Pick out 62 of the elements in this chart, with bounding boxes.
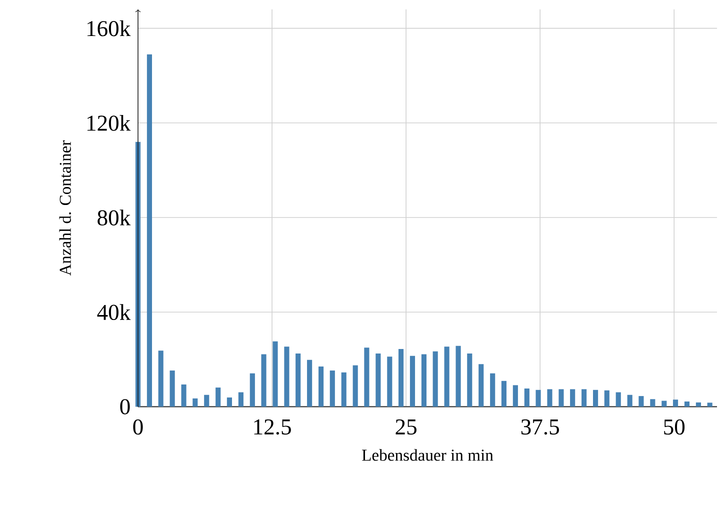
bar (272, 341, 278, 407)
bar (158, 350, 164, 407)
bar (250, 373, 255, 407)
bar (582, 389, 587, 407)
bar (341, 372, 346, 407)
bar (296, 353, 301, 407)
bar (192, 398, 198, 407)
x-tick-label: 0 (133, 419, 143, 435)
bar (387, 356, 392, 407)
bar (672, 400, 678, 407)
bar (444, 346, 450, 407)
bar (604, 390, 610, 407)
y-tick-label: 40k (97, 304, 131, 320)
bar (181, 384, 186, 407)
bar (707, 402, 712, 407)
bar (307, 360, 312, 407)
bar (592, 390, 598, 407)
bar (238, 392, 244, 407)
bar (696, 402, 701, 407)
bar (204, 394, 210, 407)
bar (524, 388, 530, 407)
x-tick-label: 25 (396, 419, 416, 435)
bar (570, 389, 576, 407)
x-tick-label: 37.5 (521, 419, 559, 435)
bar (432, 351, 438, 407)
bar (684, 401, 690, 407)
x-tick-label: 50 (664, 419, 685, 435)
bar (512, 385, 518, 407)
bar (170, 370, 175, 407)
bar (478, 364, 484, 407)
bar (261, 354, 266, 407)
y-tick-label: 80k (98, 210, 131, 226)
bar (547, 389, 552, 407)
y-tick-label: 120k (87, 114, 131, 131)
bar (146, 54, 152, 407)
bar (284, 346, 290, 407)
y-tick-label: 0 (120, 399, 130, 414)
bar (456, 346, 461, 407)
bar (352, 365, 358, 407)
bar (662, 400, 667, 407)
bar (616, 392, 621, 407)
x-axis-title: Lebensdauer in min (362, 449, 494, 461)
bar (216, 388, 221, 407)
bar (410, 356, 416, 407)
bar (398, 348, 404, 407)
bar (226, 397, 232, 407)
bar (650, 399, 656, 407)
bar (490, 373, 496, 407)
bar (318, 366, 324, 407)
bar (558, 389, 564, 407)
bar (330, 370, 335, 407)
bar (627, 394, 632, 407)
bar (467, 353, 472, 407)
bar (364, 348, 370, 407)
bar (501, 380, 506, 407)
bar (638, 396, 644, 407)
bar (421, 354, 426, 407)
x-tick-label: 12.5 (254, 419, 291, 435)
bar (536, 390, 541, 407)
bar (376, 353, 381, 407)
y-axis-title: Anzahl d. Container (59, 140, 72, 276)
y-tick-label: 160k (87, 20, 131, 36)
